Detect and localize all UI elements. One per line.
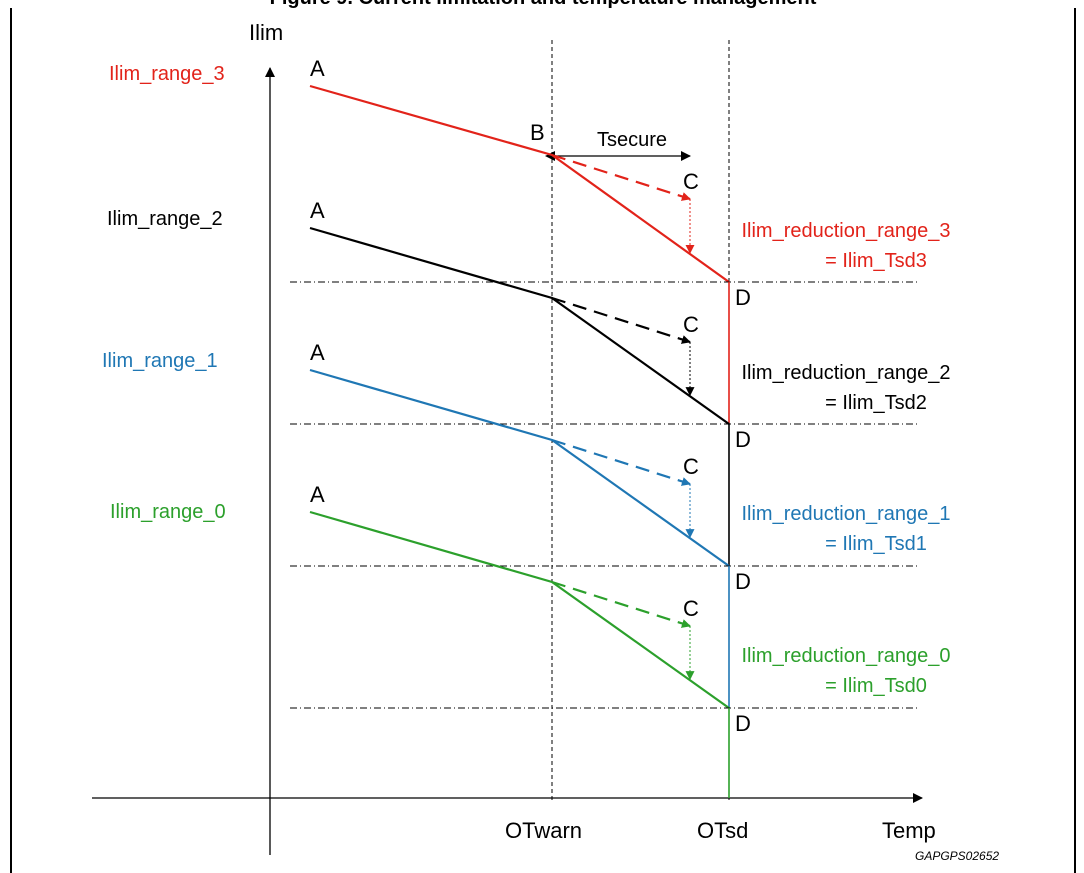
range-1-reduction-equals: = Ilim_Tsd1: [825, 533, 927, 555]
range-0-point-a: A: [310, 482, 325, 507]
range-3-curve: [309, 84, 730, 283]
range-1-point-c: C: [683, 454, 699, 479]
point-label-b: B: [530, 120, 545, 145]
range-3-point-d: D: [735, 285, 751, 310]
tsecure-label: Tsecure: [597, 129, 667, 151]
range-0-reduction-equals: = Ilim_Tsd0: [825, 675, 927, 697]
range-1-point-d: D: [735, 569, 751, 594]
range-2-point-a: A: [310, 198, 325, 223]
range-1-group: A C D Ilim_range_1 Ilim_reduction_range_1 = I…: [102, 340, 951, 708]
range-0-curve: [309, 510, 730, 709]
x-axis-label: Temp: [882, 818, 936, 843]
range-0-group: A C D Ilim_range_0 Ilim_reduction_range_0 = I…: [110, 482, 951, 798]
range-0-point-d: D: [735, 711, 751, 736]
range-0-point-c: C: [683, 596, 699, 621]
range-1-dashed-path: [551, 438, 691, 486]
range-1-point-a: A: [310, 340, 325, 365]
range-1-reduction-label: Ilim_reduction_range_1: [741, 503, 950, 525]
otsd-label: OTsd: [697, 818, 748, 843]
range-0-label: Ilim_range_0: [110, 501, 226, 523]
figure-frame: [10, 8, 1076, 873]
range-3-dashed-path: [551, 153, 691, 201]
range-3-label: Ilim_range_3: [109, 63, 225, 85]
range-3-group: A C D Ilim_range_3 Ilim_reduction_range_3 = I…: [109, 56, 951, 424]
range-2-point-d: D: [735, 427, 751, 452]
y-axis-label: Ilim: [249, 20, 283, 45]
range-3-reduction-label: Ilim_reduction_range_3: [741, 220, 950, 242]
range-3-reduction-equals: = Ilim_Tsd3: [825, 250, 927, 272]
range-1-curve: [309, 368, 730, 567]
range-3-point-c: C: [683, 169, 699, 194]
range-1-label: Ilim_range_1: [102, 350, 218, 372]
range-2-group: A C D Ilim_range_2 Ilim_reduction_range_2 = I…: [107, 198, 951, 566]
range-2-curve: [309, 226, 730, 425]
figure-code: GAPGPS02652: [915, 849, 999, 863]
range-2-reduction-equals: = Ilim_Tsd2: [825, 392, 927, 414]
figure-caption: Figure 9. Current limitation and tempera…: [10, 0, 1076, 8]
range-curves: A C D Ilim_range_3 Ilim_reduction_range_3 = I…: [102, 56, 951, 798]
range-2-dashed-path: [551, 296, 691, 344]
range-2-reduction-label: Ilim_reduction_range_2: [741, 362, 950, 384]
range-2-point-c: C: [683, 312, 699, 337]
figure-caption-strip: Figure 9. Current limitation and tempera…: [10, 0, 1076, 8]
range-2-label: Ilim_range_2: [107, 208, 223, 230]
range-3-point-a: A: [310, 56, 325, 81]
otwarn-label: OTwarn: [505, 818, 582, 843]
range-0-dashed-path: [551, 580, 691, 628]
range-0-reduction-label: Ilim_reduction_range_0: [741, 645, 950, 667]
